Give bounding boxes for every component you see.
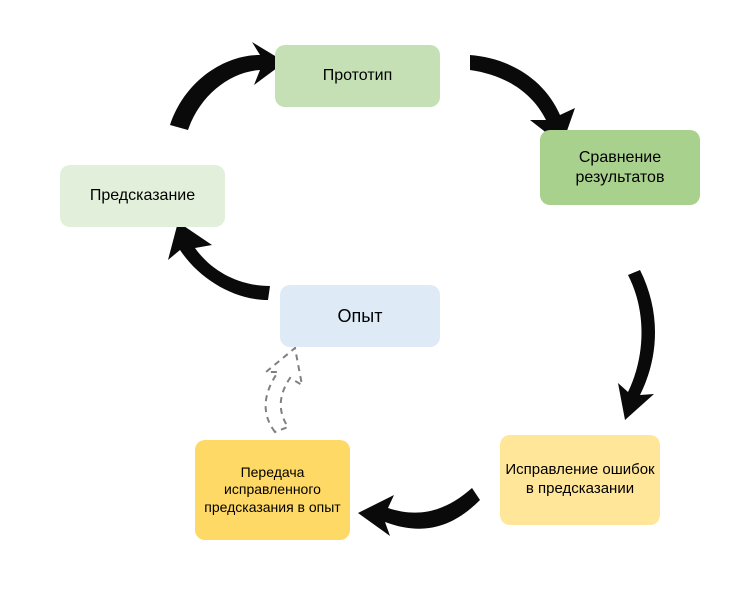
node-comparison-label: Сравнение результатов xyxy=(540,148,700,188)
arrow-experience-to-prediction xyxy=(168,222,270,300)
diagram-canvas: Прототип Сравнение результатов Предсказа… xyxy=(0,0,733,592)
arrow-fix-to-transfer xyxy=(358,488,480,536)
node-fix-label: Исправление ошибок в предсказании xyxy=(500,461,660,499)
arrow-transfer-to-experience-dashed xyxy=(266,348,302,432)
node-prediction-label: Предсказание xyxy=(90,186,195,206)
node-experience-label: Опыт xyxy=(338,305,383,328)
node-prototype-label: Прототип xyxy=(323,66,393,86)
node-comparison: Сравнение результатов xyxy=(540,130,700,205)
arrow-comparison-to-fix xyxy=(618,270,655,420)
node-experience: Опыт xyxy=(280,285,440,347)
arrow-prediction-to-prototype xyxy=(170,42,285,130)
node-fix: Исправление ошибок в предсказании xyxy=(500,435,660,525)
node-transfer-label: Передача исправленного предсказания в оп… xyxy=(195,464,350,517)
node-prediction: Предсказание xyxy=(60,165,225,227)
node-transfer: Передача исправленного предсказания в оп… xyxy=(195,440,350,540)
node-prototype: Прототип xyxy=(275,45,440,107)
